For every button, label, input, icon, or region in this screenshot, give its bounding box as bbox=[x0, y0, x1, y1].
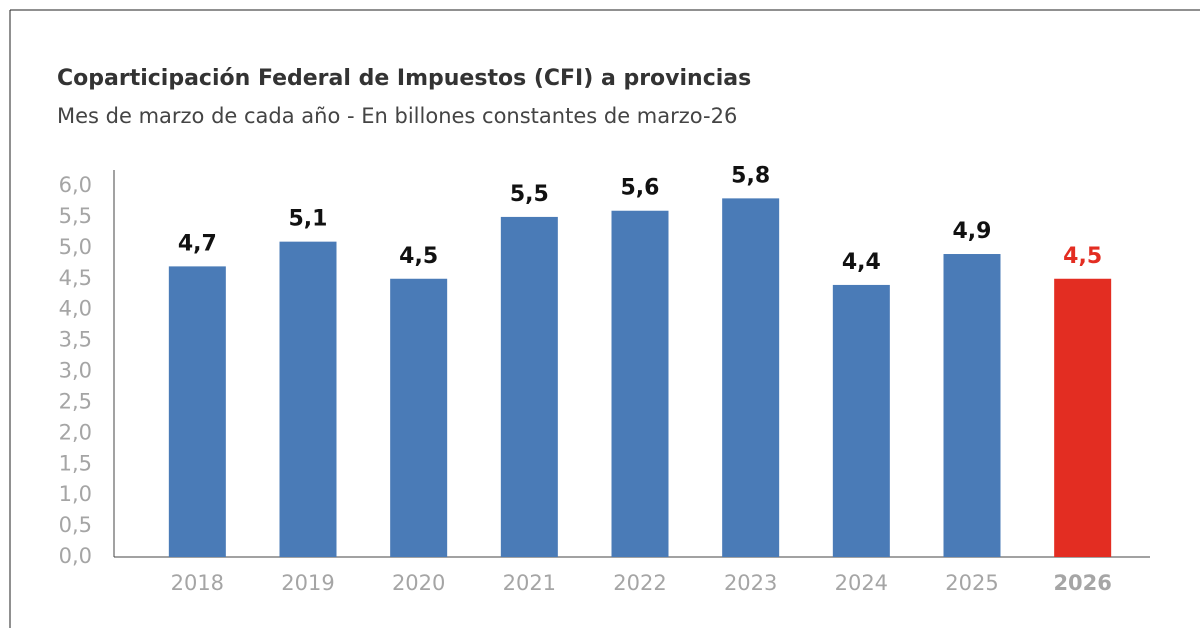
y-tick-label: 1,0 bbox=[59, 482, 92, 506]
data-label: 4,5 bbox=[399, 244, 438, 269]
bar bbox=[1054, 278, 1112, 557]
x-tick-label: 2019 bbox=[281, 571, 334, 595]
y-tick-label: 0,0 bbox=[59, 544, 92, 568]
chart-subtitle: Mes de marzo de cada año - En billones c… bbox=[57, 104, 737, 128]
bar bbox=[943, 254, 1001, 557]
data-label: 4,5 bbox=[1063, 244, 1102, 269]
x-tick-label: 2023 bbox=[724, 571, 777, 595]
y-tick-label: 5,0 bbox=[59, 235, 92, 259]
data-label: 5,1 bbox=[289, 207, 328, 232]
y-tick-label: 2,5 bbox=[59, 389, 92, 413]
y-tick-label: 3,0 bbox=[59, 359, 92, 383]
data-label: 5,5 bbox=[510, 182, 549, 207]
x-tick-label: 2021 bbox=[503, 571, 556, 595]
bar bbox=[722, 198, 780, 557]
x-tick-label: 2020 bbox=[392, 571, 445, 595]
x-tick-label: 2018 bbox=[171, 571, 224, 595]
x-tick-label: 2024 bbox=[835, 571, 888, 595]
bar bbox=[500, 216, 558, 557]
x-tick-label: 2022 bbox=[613, 571, 666, 595]
y-tick-label: 6,0 bbox=[59, 173, 92, 197]
bar bbox=[279, 241, 337, 557]
bar bbox=[832, 284, 890, 557]
bar bbox=[390, 278, 448, 557]
bar bbox=[168, 266, 226, 557]
y-tick-label: 3,5 bbox=[59, 328, 92, 352]
chart-title: Coparticipación Federal de Impuestos (CF… bbox=[57, 66, 751, 91]
y-tick-label: 2,0 bbox=[59, 420, 92, 444]
data-label: 4,7 bbox=[178, 231, 217, 256]
y-tick-label: 1,5 bbox=[59, 451, 92, 475]
data-label: 5,6 bbox=[621, 176, 660, 201]
x-tick-label: 2025 bbox=[945, 571, 998, 595]
data-label: 4,9 bbox=[953, 219, 992, 244]
y-tick-label: 0,5 bbox=[59, 513, 92, 537]
bar bbox=[611, 210, 669, 557]
x-tick-label: 2026 bbox=[1053, 571, 1111, 595]
data-label: 5,8 bbox=[731, 163, 770, 188]
y-tick-label: 4,0 bbox=[59, 297, 92, 321]
y-tick-label: 4,5 bbox=[59, 266, 92, 290]
data-label: 4,4 bbox=[842, 250, 881, 275]
y-tick-label: 5,5 bbox=[59, 204, 92, 228]
